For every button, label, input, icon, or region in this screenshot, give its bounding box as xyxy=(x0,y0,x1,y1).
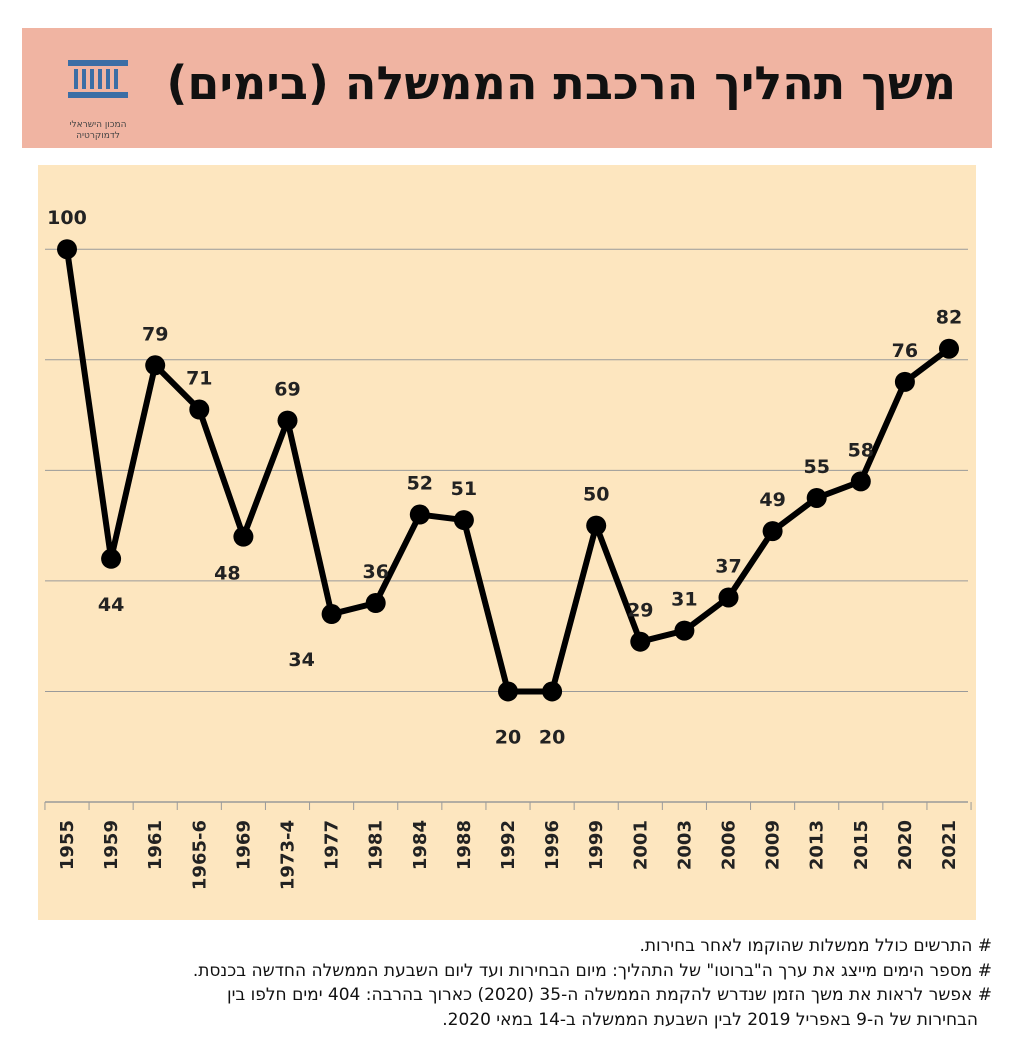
data-label: 36 xyxy=(362,561,388,583)
x-tick-label: 1988 xyxy=(454,820,475,870)
data-label: 79 xyxy=(142,323,168,345)
x-tick-label: 1961 xyxy=(145,820,166,870)
x-tick-label: 2001 xyxy=(630,820,651,870)
data-point xyxy=(321,604,342,625)
x-tick-label: 2020 xyxy=(895,820,916,870)
footnote-4: הבחירות של ה-9 באפריל 2019 לבין השבעת המ… xyxy=(442,1009,978,1030)
x-tick-label: 1992 xyxy=(498,820,519,870)
data-label: 58 xyxy=(848,439,874,461)
logo-line-2: לדמוקרטיה xyxy=(76,131,120,141)
x-tick-label: 1955 xyxy=(57,820,78,870)
data-label: 48 xyxy=(214,563,240,585)
data-label: 76 xyxy=(892,340,918,362)
institute-logo: המכון הישראלי לדמוקרטיה xyxy=(62,56,134,146)
data-point xyxy=(101,548,122,569)
footnote-3: # אפשר לראות את משך הזמן שנדרש להקמת הממ… xyxy=(226,985,992,1005)
data-point xyxy=(806,487,827,508)
footnotes: # התרשים כולל ממשלות שהוקמו לאחר בחירות.… xyxy=(12,934,992,1032)
data-label: 55 xyxy=(803,456,829,478)
x-tick-label: 2003 xyxy=(674,820,695,870)
data-label: 82 xyxy=(936,307,962,329)
data-label: 20 xyxy=(495,726,521,748)
x-tick-label: 2009 xyxy=(763,820,784,870)
data-point xyxy=(718,587,739,608)
data-label: 52 xyxy=(407,473,433,495)
chart-title: משך תהליך הרכבת הממשלה (בימים) xyxy=(166,56,956,110)
data-label: 44 xyxy=(98,594,124,616)
data-point xyxy=(939,338,959,359)
x-tick-label: 1965-6 xyxy=(189,820,210,890)
data-label: 100 xyxy=(47,207,87,229)
x-tick-label: 1996 xyxy=(542,820,563,870)
data-point xyxy=(277,410,298,431)
data-label: 69 xyxy=(274,379,300,401)
data-point xyxy=(365,592,386,613)
data-point xyxy=(189,399,210,420)
footnote-2: # מספר הימים מייצג את ערך ה"ברוטו" של הת… xyxy=(192,960,992,981)
x-tick-label: 1973-4 xyxy=(278,820,299,890)
data-point xyxy=(409,504,430,525)
data-label: 34 xyxy=(288,649,314,671)
data-label: 51 xyxy=(451,478,477,500)
data-label: 49 xyxy=(759,489,785,511)
data-label: 37 xyxy=(715,555,741,577)
data-point xyxy=(542,681,563,702)
chart-area xyxy=(38,165,976,920)
x-tick-label: 1981 xyxy=(366,820,387,870)
x-tick-label: 2021 xyxy=(939,820,960,870)
data-point xyxy=(586,515,607,536)
data-point xyxy=(850,471,871,492)
x-tick-label: 1969 xyxy=(233,820,254,870)
x-tick-label: 2015 xyxy=(851,820,872,870)
data-label: 29 xyxy=(627,600,653,622)
logo-line-1: המכון הישראלי xyxy=(69,120,127,130)
logo-text: המכון הישראלי לדמוקרטיה xyxy=(62,120,134,142)
data-point xyxy=(630,631,651,652)
header-banner: המכון הישראלי לדמוקרטיה משך תהליך הרכבת … xyxy=(22,28,992,148)
data-point xyxy=(674,620,695,641)
x-tick-label: 1977 xyxy=(322,820,343,870)
data-point xyxy=(145,355,166,376)
institute-building-icon xyxy=(68,60,128,98)
x-tick-label: 1999 xyxy=(586,820,607,870)
data-point xyxy=(453,510,474,531)
data-point xyxy=(57,239,77,260)
x-tick-label: 1984 xyxy=(410,820,431,870)
x-tick-label: 2013 xyxy=(807,820,828,870)
data-point xyxy=(894,371,915,392)
data-point xyxy=(762,521,783,542)
data-label: 50 xyxy=(583,484,609,506)
data-point xyxy=(233,526,254,547)
footnote-1: # התרשים כולל ממשלות שהוקמו לאחר בחירות. xyxy=(639,936,992,956)
x-tick-label: 1959 xyxy=(101,820,122,870)
data-label: 20 xyxy=(539,726,565,748)
x-tick-label: 2006 xyxy=(719,820,740,870)
data-label: 71 xyxy=(186,368,212,390)
data-point xyxy=(498,681,518,702)
data-label: 31 xyxy=(671,589,697,611)
